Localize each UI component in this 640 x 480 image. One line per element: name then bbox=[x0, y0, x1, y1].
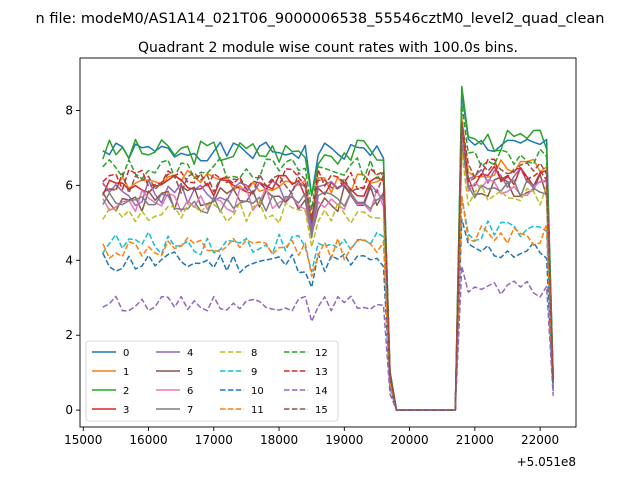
legend-label-6: 6 bbox=[187, 386, 193, 397]
series-line-8 bbox=[102, 150, 554, 411]
series-line-15 bbox=[102, 121, 554, 411]
x-tick-label: 18000 bbox=[260, 433, 298, 447]
x-tick-label: 20000 bbox=[390, 433, 428, 447]
series-line-6 bbox=[102, 139, 554, 411]
x-tick-label: 16000 bbox=[129, 433, 167, 447]
legend-label-10: 10 bbox=[251, 386, 264, 397]
legend-label-3: 3 bbox=[123, 405, 129, 416]
legend-box bbox=[85, 340, 339, 422]
legend-label-15: 15 bbox=[315, 405, 328, 416]
x-axis: 15000 16000 17000 18000 19000 20000 21000 22000 bbox=[64, 427, 559, 447]
chart-title: Quadrant 2 module wise count rates with … bbox=[138, 40, 518, 56]
x-tick-label: 17000 bbox=[195, 433, 233, 447]
series-line-2 bbox=[102, 85, 554, 411]
plot-lines bbox=[102, 85, 554, 411]
legend-label-8: 8 bbox=[251, 348, 257, 359]
legend-label-7: 7 bbox=[187, 405, 193, 416]
legend-label-13: 13 bbox=[315, 367, 328, 378]
figure-suptitle: n file: modeM0/AS1A14_021T06_9000006538_… bbox=[36, 11, 605, 27]
series-line-5 bbox=[102, 139, 554, 411]
y-axis: 0 2 4 6 8 bbox=[65, 103, 80, 417]
x-tick-label: 22000 bbox=[521, 433, 559, 447]
legend-label-5: 5 bbox=[187, 367, 193, 378]
series-line-4 bbox=[102, 130, 554, 411]
series-line-11 bbox=[102, 195, 554, 411]
legend-label-9: 9 bbox=[251, 367, 257, 378]
y-tick-label: 4 bbox=[65, 253, 73, 267]
series-line-3 bbox=[102, 128, 554, 411]
axes-frame bbox=[79, 57, 577, 428]
legend-label-12: 12 bbox=[315, 348, 328, 359]
x-tick-label: 19000 bbox=[325, 433, 363, 447]
series-line-0 bbox=[102, 92, 554, 411]
x-tick-label: 21000 bbox=[456, 433, 494, 447]
legend-label-11: 11 bbox=[251, 405, 264, 416]
legend-label-1: 1 bbox=[123, 367, 129, 378]
y-tick-label: 0 bbox=[65, 403, 73, 417]
series-line-7 bbox=[102, 144, 554, 411]
legend-label-14: 14 bbox=[315, 386, 328, 397]
series-line-14 bbox=[102, 265, 554, 411]
series-line-9 bbox=[102, 195, 554, 411]
y-tick-label: 8 bbox=[65, 103, 73, 117]
legend-label-4: 4 bbox=[187, 348, 193, 359]
series-line-12 bbox=[102, 103, 554, 411]
y-tick-label: 2 bbox=[65, 328, 73, 342]
legend-label-2: 2 bbox=[123, 386, 129, 397]
series-line-13 bbox=[102, 121, 554, 411]
legend-label-0: 0 bbox=[123, 348, 129, 359]
y-tick-label: 6 bbox=[65, 178, 73, 192]
x-tick-label: 15000 bbox=[64, 433, 102, 447]
series-line-10 bbox=[102, 218, 554, 411]
x-offset-label: +5.051e8 bbox=[517, 455, 576, 469]
